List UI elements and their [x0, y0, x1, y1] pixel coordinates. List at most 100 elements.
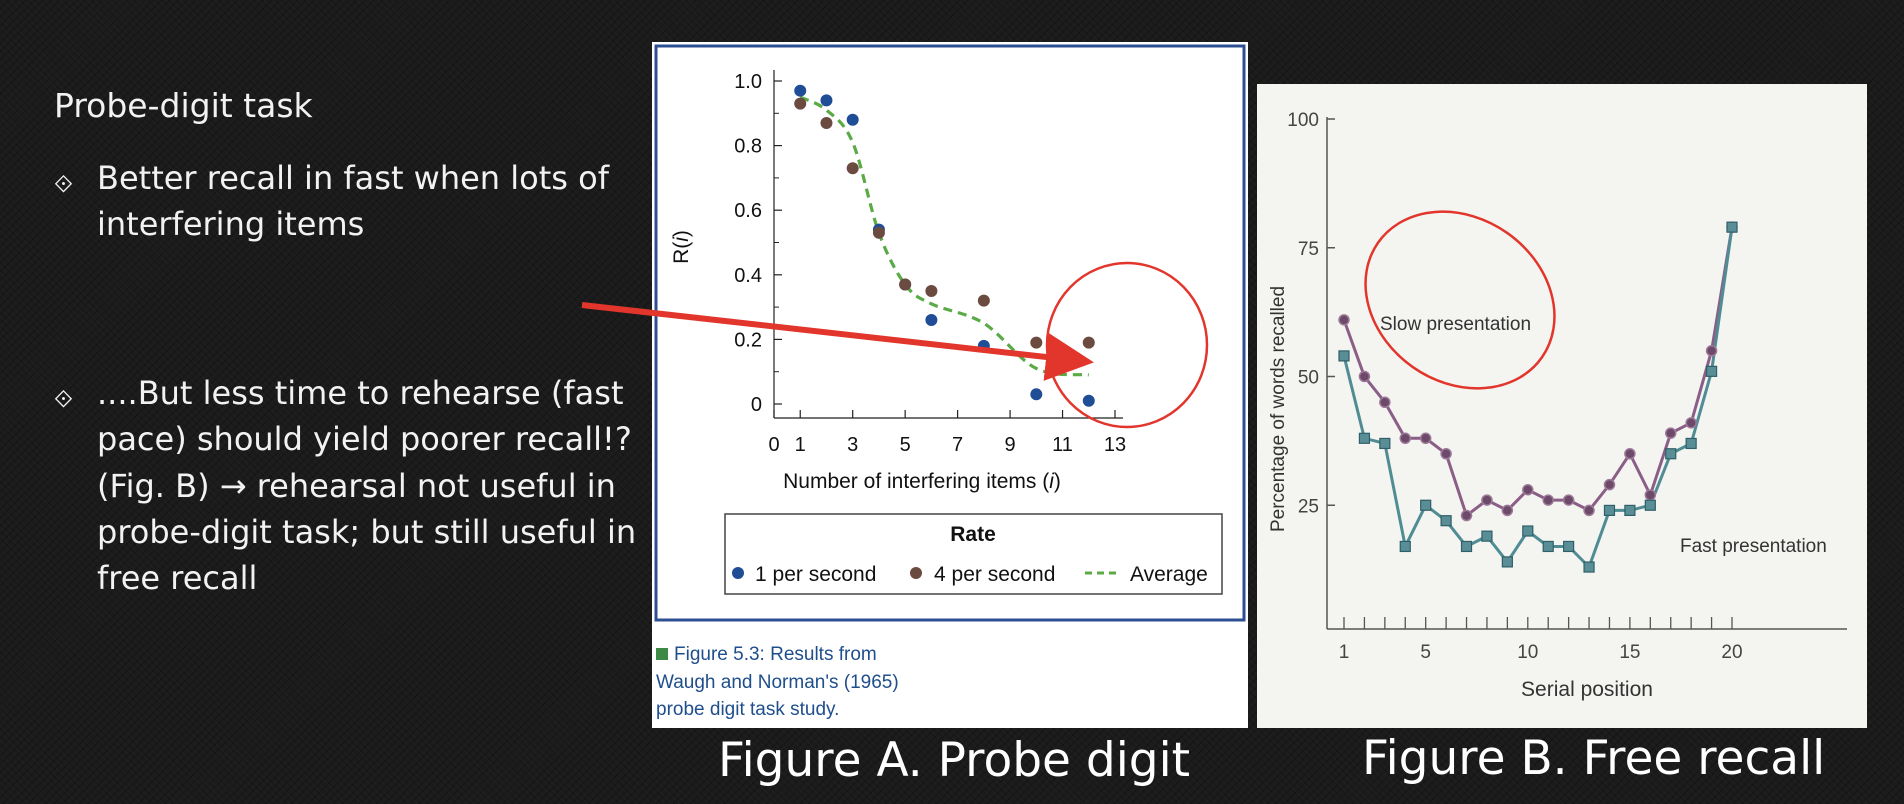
slow-presentation-point: [1685, 417, 1697, 429]
y-tick-label: 0.2: [734, 329, 762, 351]
slow-presentation-point: [1562, 494, 1575, 506]
slow-presentation-point: [1419, 432, 1432, 445]
x-tick-label: 15: [1619, 642, 1640, 663]
fast-presentation-point: [1481, 530, 1493, 542]
slow-presentation-point: [1379, 396, 1391, 408]
x-tick-label: 5: [900, 434, 911, 456]
legend-title: Rate: [950, 523, 996, 546]
x-axis-label: Serial position: [1521, 678, 1653, 701]
y-tick-label: 50: [1298, 368, 1319, 389]
slide-heading: Probe-digit task: [54, 86, 313, 125]
annotation-circle-b: [1364, 210, 1556, 390]
fast-presentation-point: [1420, 499, 1432, 511]
figure-a-caption: Figure A. Probe digit: [718, 733, 1191, 788]
slow-presentation-point: [1440, 448, 1452, 460]
slow-presentation-point: [1338, 314, 1350, 326]
y-tick-label: 25: [1298, 496, 1319, 517]
fast-presentation-point: [1338, 350, 1350, 362]
x-tick-label: 1: [1339, 642, 1350, 663]
slow-presentation-point: [1481, 494, 1493, 506]
slow-presentation-point: [1664, 427, 1677, 439]
x-tick-label: 1: [795, 434, 806, 456]
x-tick-label: 5: [1420, 642, 1431, 663]
fast-presentation-point: [1603, 504, 1616, 516]
slow-presentation-point: [1542, 494, 1554, 506]
y-axis-label: Percentage of words recalled: [1268, 286, 1289, 532]
slow-presentation-point: [1522, 484, 1534, 496]
point-1-per-second: [1082, 394, 1095, 407]
fast-presentation-point: [1583, 561, 1595, 573]
fast-presentation-point: [1705, 365, 1718, 377]
legend-marker-1-per-second: [732, 567, 744, 579]
bullet-1: ⟐ Better recall in fast when lots of int…: [54, 155, 644, 248]
x-tick-label: 10: [1517, 642, 1538, 663]
slow-presentation-point: [1399, 432, 1412, 445]
slow-presentation-point: [1460, 509, 1473, 522]
slow-presentation-point: [1583, 504, 1595, 517]
point-4-per-second: [1030, 336, 1043, 349]
y-tick-label: 100: [1287, 110, 1319, 131]
figure-caption-line-1: Figure 5.3: Results from: [674, 644, 877, 665]
bullet-1-text: Better recall in fast when lots of inter…: [97, 159, 609, 244]
x-tick-label: 7: [952, 434, 963, 456]
fast-presentation-point: [1563, 540, 1575, 553]
y-tick-label: 0.4: [734, 265, 762, 287]
legend-label-average: Average: [1130, 563, 1208, 586]
point-1-per-second: [820, 94, 833, 107]
legend-label-1-per-second: 1 per second: [755, 563, 876, 586]
slow-presentation-label: Slow presentation: [1380, 314, 1531, 335]
legend-box: [724, 513, 1223, 595]
point-1-per-second: [794, 84, 807, 97]
fast-presentation-point: [1542, 540, 1554, 553]
figure-caption-line-3: probe digit task study.: [656, 699, 839, 720]
fast-presentation-point: [1460, 540, 1473, 553]
fast-presentation-point: [1685, 437, 1697, 450]
slow-presentation-point: [1624, 448, 1636, 460]
diamond-bullet-icon: ⟐: [54, 384, 73, 413]
fast-presentation-point: [1726, 221, 1738, 233]
figure-a-panel: 0 0.2 0.4 0.6 0.8 1.0 0 1 3 5 7 9 11 13 Number of int…: [652, 42, 1248, 728]
point-4-per-second: [794, 97, 807, 110]
point-4-per-second: [977, 294, 990, 307]
fast-presentation-point: [1665, 448, 1677, 460]
annotation-arrow: [581, 302, 1094, 381]
fast-presentation-line: [1342, 226, 1734, 570]
y-tick-label: 1.0: [734, 71, 762, 93]
figure-a-frame: [654, 44, 1246, 622]
x-tick-label: 0: [768, 434, 779, 456]
legend-label-4-per-second: 4 per second: [934, 563, 1055, 586]
fast-presentation-point: [1358, 432, 1371, 444]
point-1-per-second: [846, 113, 859, 126]
x-tick-label: 11: [1052, 434, 1073, 456]
point-1-per-second: [1030, 388, 1043, 401]
figure-b-panel: 25 50 75 100 1 5 10 15 20 Serial position Percen…: [1257, 84, 1867, 728]
fast-presentation-point: [1644, 499, 1656, 511]
slow-presentation-point: [1705, 345, 1718, 357]
bullet-2-text: ....But less time to rehearse (fast pace…: [97, 373, 637, 598]
bullet-2: ⟐ ....But less time to rehearse (fast pa…: [54, 370, 644, 602]
x-tick-label: 3: [847, 434, 858, 456]
fast-presentation-point: [1379, 437, 1391, 450]
y-axis-label: R(i): [670, 230, 693, 264]
y-tick-label: 75: [1298, 239, 1319, 260]
diamond-bullet-icon: ⟐: [54, 170, 73, 198]
x-axis-label: Number of interfering items (i): [783, 470, 1061, 493]
x-tick-label: 20: [1721, 642, 1742, 663]
x-tick-label: 13: [1104, 434, 1126, 456]
point-4-per-second: [899, 278, 912, 291]
fast-presentation-point: [1440, 515, 1452, 527]
slow-presentation-point: [1603, 478, 1616, 491]
point-1-per-second: [925, 314, 938, 327]
slow-presentation-point: [1358, 370, 1371, 383]
point-4-per-second: [872, 226, 885, 239]
legend-marker-4-per-second: [910, 567, 922, 579]
fast-presentation-point: [1624, 504, 1636, 516]
fast-presentation-point: [1501, 556, 1513, 568]
y-tick-label: 0: [751, 394, 762, 416]
annotation-circle-a: [1045, 261, 1209, 429]
y-tick-label: 0.6: [734, 200, 762, 222]
point-4-per-second: [846, 162, 859, 175]
figure-b-caption: Figure B. Free recall: [1362, 731, 1826, 786]
